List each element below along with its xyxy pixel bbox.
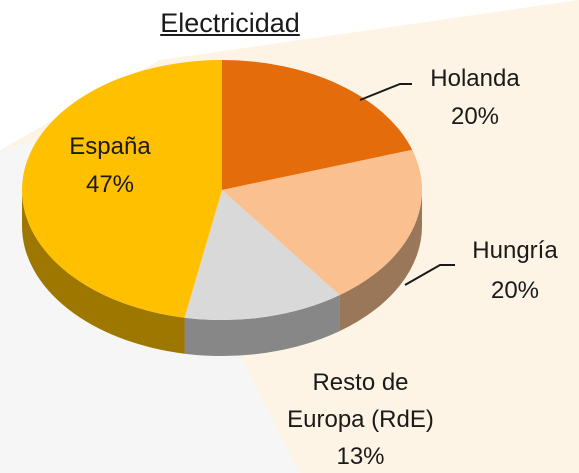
slice — [222, 149, 422, 296]
slice — [184, 190, 340, 321]
value-label: 13% — [336, 443, 385, 470]
slice-side — [22, 190, 185, 354]
value-label: 20% — [490, 277, 540, 304]
leader-line — [404, 264, 455, 286]
leader-line — [359, 83, 412, 101]
category-label: Resto de Europa (RdE) — [287, 369, 434, 433]
pie — [21, 60, 422, 356]
slice-side — [184, 295, 340, 356]
slice — [222, 60, 413, 190]
slice — [21, 60, 223, 318]
value-label: 47% — [85, 171, 135, 198]
slice-side — [339, 190, 422, 332]
chart-title: Electricidad — [160, 8, 300, 38]
category-label: Holanda — [430, 65, 520, 92]
category-label: Hungría — [472, 237, 558, 264]
value-label: 20% — [450, 103, 500, 130]
category-label: España — [69, 133, 151, 160]
